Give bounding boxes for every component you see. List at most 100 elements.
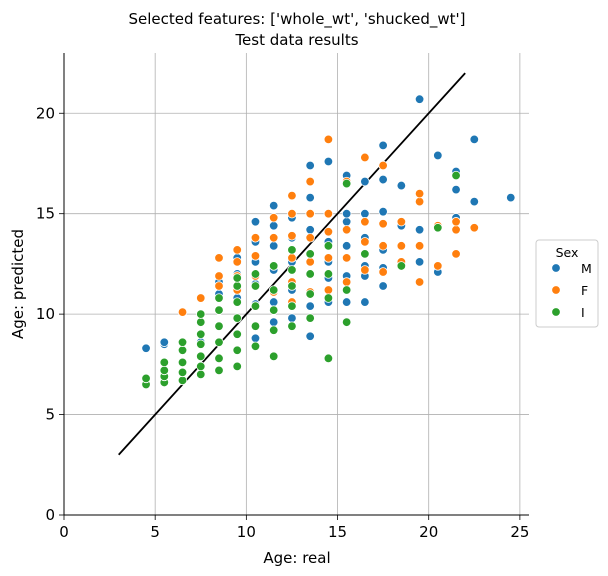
data-point: [250, 251, 261, 261]
y-tick-label: 10: [36, 305, 55, 323]
data-point: [177, 307, 188, 317]
data-point: [305, 301, 315, 311]
legend-label: I: [581, 305, 585, 320]
data-point: [469, 134, 479, 145]
data-point: [378, 241, 388, 251]
data-point: [360, 237, 370, 247]
data-point: [341, 277, 352, 287]
y-tick-label: 20: [36, 104, 55, 122]
data-point: [341, 253, 352, 263]
data-point: [323, 269, 334, 279]
data-point: [451, 249, 461, 259]
data-point: [269, 285, 279, 295]
legend: Sex MFI: [535, 239, 599, 328]
x-tick-label: 5: [150, 523, 160, 541]
x-tick-label: 10: [237, 523, 256, 541]
data-point: [378, 206, 388, 217]
axes: 0 5 10 15 20 25 0 5 10 15 20: [36, 53, 529, 541]
data-point: [214, 365, 224, 376]
data-point: [414, 94, 425, 104]
data-point: [414, 257, 425, 267]
legend-marker: [551, 263, 561, 273]
legend-title: Sex: [556, 245, 579, 260]
data-point: [305, 269, 315, 279]
data-point: [323, 227, 334, 237]
data-point: [214, 271, 224, 281]
data-point: [250, 321, 261, 331]
data-point: [196, 339, 206, 349]
data-point: [360, 152, 370, 163]
data-point: [396, 180, 407, 191]
data-point: [232, 329, 242, 339]
data-point: [196, 317, 206, 327]
data-point: [341, 285, 352, 295]
data-point: [323, 285, 334, 295]
y-tick-label: 15: [36, 205, 55, 223]
data-point: [232, 313, 242, 323]
data-point: [323, 208, 334, 219]
data-point: [232, 345, 242, 355]
data-point: [196, 351, 206, 362]
data-point: [159, 357, 169, 368]
data-point: [451, 170, 461, 181]
data-point: [378, 174, 388, 185]
chart-subtitle: Test data results: [234, 31, 358, 49]
data-point: [232, 297, 242, 307]
data-point: [214, 305, 224, 315]
data-point: [287, 313, 297, 323]
legend-label: F: [581, 283, 588, 298]
x-axis-label: Age: real: [263, 549, 330, 567]
data-point: [177, 375, 188, 386]
data-point: [269, 297, 279, 307]
x-tick-label: 0: [59, 523, 69, 541]
data-point: [414, 188, 425, 199]
data-point: [469, 196, 479, 207]
data-point: [232, 361, 242, 372]
data-point: [305, 160, 315, 171]
data-point: [141, 343, 151, 353]
data-point: [287, 321, 297, 331]
data-point: [341, 217, 352, 227]
data-point: [341, 178, 352, 189]
data-point: [269, 213, 279, 223]
data-point: [177, 367, 188, 378]
x-tick-label: 20: [419, 523, 438, 541]
data-point: [341, 241, 352, 251]
data-point: [433, 150, 443, 161]
data-point: [287, 265, 297, 275]
data-point: [250, 217, 261, 227]
data-point: [269, 221, 279, 231]
data-point: [269, 317, 279, 327]
data-point: [287, 245, 297, 255]
data-point: [378, 219, 388, 229]
data-point: [305, 192, 315, 203]
data-point: [305, 233, 315, 243]
data-point: [214, 281, 224, 291]
legend-marker: [551, 285, 561, 295]
legend-marker: [551, 307, 561, 317]
data-point: [414, 277, 425, 287]
data-point: [305, 225, 315, 235]
data-point: [269, 233, 279, 243]
data-point: [360, 265, 370, 275]
data-point: [196, 369, 206, 380]
data-point: [451, 217, 461, 227]
data-point: [214, 293, 224, 303]
data-point: [323, 253, 334, 263]
y-axis-label: Age: predicted: [9, 229, 27, 339]
data-point: [177, 357, 188, 368]
data-point: [305, 249, 315, 259]
data-point: [360, 297, 370, 307]
data-point: [269, 305, 279, 315]
data-point: [214, 353, 224, 364]
data-point: [341, 317, 352, 327]
data-point: [323, 293, 334, 303]
data-point: [269, 241, 279, 251]
data-point: [360, 208, 370, 219]
data-point: [287, 281, 297, 291]
y-tick-label: 5: [45, 406, 55, 424]
data-point: [305, 208, 315, 219]
data-point: [232, 245, 242, 255]
data-point: [305, 331, 315, 341]
